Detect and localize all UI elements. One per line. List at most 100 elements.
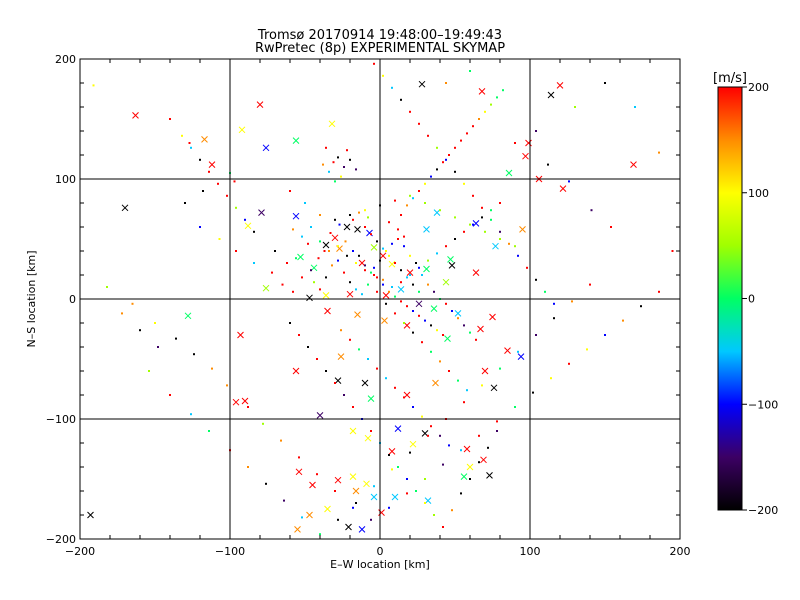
scatter-point-dot <box>457 379 459 382</box>
scatter-point-dot <box>344 240 347 243</box>
scatter-point-dot <box>233 180 236 183</box>
y-tick-label: −200 <box>46 533 76 546</box>
scatter-point-dot <box>385 302 387 305</box>
scatter-point-dot <box>496 420 498 423</box>
scatter-point-dot <box>463 401 465 404</box>
scatter-point-dot <box>514 245 516 248</box>
y-axis-ticks: −200 −100 0 100 200 <box>46 53 680 546</box>
scatter-point-dot <box>355 288 357 291</box>
scatter-point-dot <box>358 254 360 257</box>
scatter-point-dot <box>418 290 420 293</box>
scatter-point-x <box>381 317 388 324</box>
scatter-point-dot <box>469 223 471 226</box>
scatter-point-dot <box>298 334 300 336</box>
scatter-point-dot <box>610 226 612 228</box>
scatter-point-x <box>121 204 129 212</box>
colorbar-tick-label: 0 <box>748 293 755 306</box>
scatter-point-dot <box>397 228 399 231</box>
scatter-point-dot <box>334 382 336 384</box>
scatter-point-dot <box>490 209 492 212</box>
scatter-point-dot <box>352 250 354 252</box>
scatter-point-dot <box>658 151 660 154</box>
scatter-point-x <box>430 305 438 312</box>
scatter-point-dot <box>484 110 486 113</box>
scatter-point-dot <box>244 218 246 221</box>
scatter-point-dot <box>301 516 303 519</box>
scatter-point-dot <box>325 370 327 372</box>
scatter-point-dot <box>421 415 423 418</box>
scatter-point-dot <box>433 514 435 516</box>
scatter-point-dot <box>373 62 375 65</box>
scatter-point-dot <box>454 146 456 149</box>
scatter-point-dot <box>280 439 282 442</box>
scatter-point-dot <box>352 506 354 509</box>
scatter-point-dot <box>388 221 390 224</box>
scatter-point-x <box>525 139 532 147</box>
scatter-point-x <box>397 286 405 293</box>
scatter-point-dot <box>634 106 636 108</box>
scatter-point-dot <box>370 518 372 521</box>
scatter-point-dot <box>481 216 483 219</box>
scatter-point-dot <box>157 346 159 348</box>
scatter-point-dot <box>457 317 459 320</box>
scatter-point-dot <box>568 362 570 365</box>
scatter-point-x <box>334 476 342 484</box>
scatter-point-x <box>349 427 357 435</box>
scatter-point-dot <box>148 370 150 372</box>
scatter-point-dot <box>517 254 519 257</box>
scatter-point-dot <box>439 434 441 437</box>
scatter-point-dot <box>445 82 447 84</box>
scatter-point-x <box>328 120 336 128</box>
scatter-point-dot <box>424 478 426 480</box>
scatter-point-dot <box>286 262 288 264</box>
scatter-point-dot <box>373 485 375 488</box>
scatter-point-dot <box>487 446 489 449</box>
scatter-point-dot <box>355 168 357 171</box>
scatter-point-dot <box>235 206 237 209</box>
scatter-point-dot <box>445 158 447 161</box>
scatter-point-dot <box>586 348 588 351</box>
scatter-point-dot <box>190 413 192 416</box>
scatter-point-dot <box>332 161 335 164</box>
scatter-point-dot <box>289 190 291 192</box>
scatter-point-dot <box>283 499 285 502</box>
scatter-point-x <box>547 91 555 99</box>
scatter-point-dot <box>454 216 456 219</box>
scatter-point-dot <box>403 396 405 399</box>
scatter-point-dot <box>325 276 327 279</box>
y-axis-title: N–S location [km] <box>25 250 38 347</box>
scatter-point-x <box>331 234 339 242</box>
scatter-point-dot <box>388 290 390 293</box>
x-tick-label: −100 <box>215 545 245 558</box>
colorbar-tick-label: 100 <box>748 187 769 200</box>
scatter-point-dot <box>403 245 405 248</box>
scatter-point-x <box>309 481 316 489</box>
scatter-point-x <box>378 509 385 516</box>
scatter-point-dot <box>433 290 435 293</box>
scatter-point-dot <box>388 506 390 509</box>
scatter-point-dot <box>496 96 498 99</box>
scatter-point-dot <box>307 242 309 245</box>
scatter-point-x <box>345 523 352 531</box>
scatter-point-dot <box>218 238 221 240</box>
scatter-point-x <box>349 473 357 480</box>
scatter-point-dot <box>253 262 255 264</box>
scatter-point-dot <box>394 262 396 264</box>
scatter-point-dot <box>304 202 306 204</box>
scatter-point-dot <box>323 250 326 252</box>
scatter-point-dot <box>451 310 453 312</box>
scatter-point-dot <box>355 262 357 264</box>
scatter-point-dot <box>436 329 438 332</box>
scatter-point-dot <box>322 163 324 166</box>
scatter-point-dot <box>343 271 345 274</box>
scatter-point-dot <box>394 386 396 389</box>
scatter-point-dot <box>385 377 387 380</box>
scatter-point-dot <box>382 283 384 286</box>
scatter-points <box>87 62 674 536</box>
scatter-point-dot <box>394 199 396 202</box>
scatter-point-dot <box>436 168 438 171</box>
scatter-point-dot <box>400 281 402 284</box>
scatter-point-x <box>322 241 330 249</box>
scatter-point-dot <box>409 274 411 276</box>
scatter-point-dot <box>329 232 332 234</box>
